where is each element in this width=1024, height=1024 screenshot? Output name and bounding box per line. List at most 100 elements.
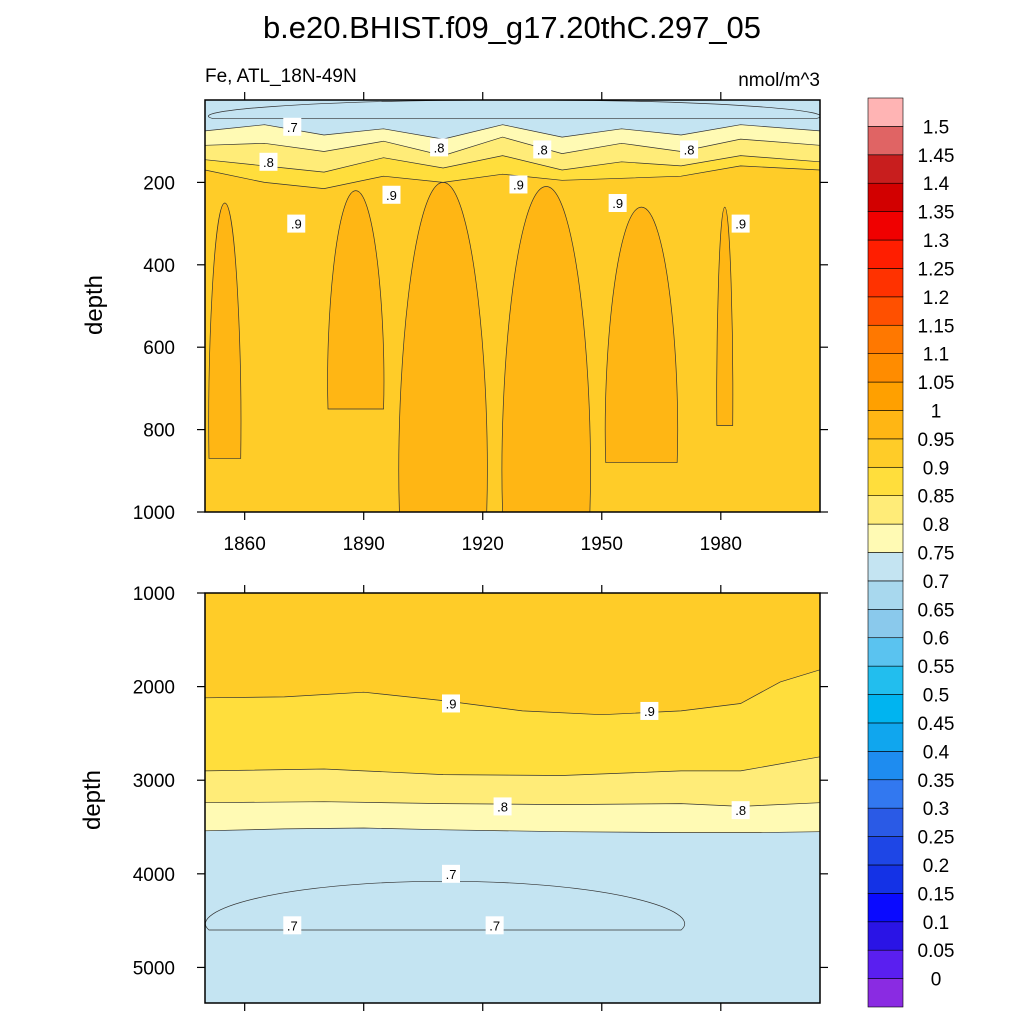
top-patch-1 — [327, 190, 385, 410]
top-plot-frame — [204, 99, 821, 513]
top-contour-label: .9 — [735, 217, 746, 232]
top-contour-label-box — [283, 117, 302, 136]
colorbar-box — [867, 609, 904, 639]
top-contour-0.75 — [205, 124, 820, 140]
top-contour-0.9 — [205, 165, 820, 189]
bottom-contour-label: .9 — [644, 704, 655, 719]
top-y-axis-label: depth — [81, 275, 108, 335]
top-contour-label-box — [259, 152, 278, 171]
bottom-contour-0.75 — [205, 827, 820, 833]
top-xtick-label: 1950 — [581, 534, 623, 555]
top-contour-label: .8 — [434, 140, 445, 155]
colorbar-box — [867, 324, 904, 354]
colorbar-box — [867, 665, 904, 695]
colorbar-box — [867, 637, 904, 667]
top-ytick-label: 1000 — [133, 503, 175, 524]
colorbar-box — [867, 836, 904, 866]
colorbar-box — [867, 779, 904, 809]
colorbar-label: 0.3 — [923, 799, 949, 820]
colorbar-label: 0.95 — [918, 430, 955, 451]
colorbar-label: 1.1 — [923, 345, 949, 366]
bottom-contour-label-box — [442, 864, 460, 883]
colorbar-box — [867, 921, 904, 951]
top-contour-label: .9 — [612, 196, 623, 211]
colorbar-label: 1.4 — [923, 174, 950, 195]
top-contour-0.8 — [205, 136, 820, 156]
top-xtick-label: 1980 — [700, 534, 742, 555]
bottom-contour-label-box — [731, 801, 750, 820]
colorbar-label: 0.9 — [923, 458, 949, 479]
bottom-plot-frame — [204, 592, 821, 1004]
colorbar-box — [867, 864, 904, 894]
top-contour-label-box — [509, 175, 528, 194]
bottom-contour-label: .8 — [497, 799, 508, 814]
colorbar-box — [867, 466, 904, 496]
bottom-ytick-label: 5000 — [133, 958, 175, 979]
bottom-contour-label: .8 — [735, 803, 746, 818]
top-contour-label: .8 — [684, 142, 695, 157]
colorbar-label: 1.35 — [918, 203, 955, 224]
colorbar: 0 0.05 0.1 0.15 0.2 0.25 0.3 0.35 0.4 0.45 0.5 0.55… — [867, 97, 955, 1008]
colorbar-label: 0.4 — [923, 742, 950, 763]
top-ytick-label: 800 — [143, 421, 175, 442]
top-subtitle-left: Fe, ATL_18N-49N — [205, 66, 357, 87]
bottom-contour-label-box — [640, 701, 659, 720]
bottom-contour-label: .9 — [446, 696, 457, 711]
colorbar-label: 0.2 — [923, 856, 949, 877]
colorbar-label: 0.7 — [923, 572, 949, 593]
top-ytick-label: 400 — [143, 256, 175, 277]
top-contour-label: .9 — [291, 217, 302, 232]
bottom-contour-0.9 — [205, 669, 820, 716]
bottom-contour-label-box — [442, 694, 460, 713]
colorbar-box — [867, 381, 904, 411]
top-contour-label-box — [680, 140, 699, 159]
top-contour-label: .7 — [287, 120, 298, 135]
bottom-panel: 1000 2000 3000 4000 5000 .9 .9 .8 .8 .7 .7 .7 — [133, 584, 828, 1011]
top-ytick-label: 600 — [143, 338, 175, 359]
colorbar-box — [867, 978, 904, 1008]
top-patch-5 — [716, 206, 734, 426]
colorbar-label: 1.5 — [923, 117, 949, 138]
colorbar-label: 0.8 — [923, 515, 949, 536]
top-contour-label-box — [287, 214, 306, 233]
colorbar-label: 0 — [931, 970, 942, 991]
colorbar-label: 0.15 — [918, 884, 955, 905]
top-contour-label-box — [382, 185, 401, 204]
colorbar-label: 0.65 — [918, 600, 955, 621]
top-panel: 1860 1890 1920 1950 1980 200 400 600 800 1000 .7.… — [133, 92, 828, 555]
bottom-ytick-label: 4000 — [133, 865, 175, 886]
top-contour-label-box — [430, 138, 449, 157]
top-ytick-label: 200 — [143, 173, 175, 194]
colorbar-box — [867, 893, 904, 923]
top-subtitle-right: nmol/m^3 — [738, 70, 820, 91]
top-contour-label: .8 — [537, 142, 548, 157]
colorbar-box — [867, 949, 904, 979]
colorbar-box — [867, 580, 904, 610]
colorbar-box — [867, 722, 904, 752]
colorbar-box — [867, 126, 904, 156]
colorbar-box — [867, 239, 904, 269]
colorbar-label: 0.5 — [923, 686, 949, 707]
colorbar-label: 1.45 — [918, 146, 955, 167]
colorbar-label: 0.75 — [918, 544, 955, 565]
bottom-contour-label-box — [493, 797, 512, 816]
colorbar-box — [867, 751, 904, 781]
colorbar-box — [867, 211, 904, 241]
colorbar-box — [867, 694, 904, 724]
colorbar-label: 0.6 — [923, 629, 949, 650]
colorbar-box — [867, 154, 904, 184]
bottom-y-axis-label: depth — [79, 770, 106, 830]
colorbar-label: 1.2 — [923, 288, 949, 309]
colorbar-box — [867, 268, 904, 298]
top-patch-0 — [208, 202, 242, 459]
colorbar-label: 0.85 — [918, 487, 955, 508]
colorbar-box — [867, 523, 904, 553]
top-contour-label-box — [731, 214, 750, 233]
chart-title: b.e20.BHIST.f09_g17.20thC.297_05 — [263, 10, 761, 45]
top-contour-label: .9 — [513, 177, 524, 192]
colorbar-box — [867, 495, 904, 525]
colorbar-box — [867, 807, 904, 837]
top-xtick-label: 1890 — [343, 534, 385, 555]
colorbar-label: 1 — [931, 401, 942, 422]
